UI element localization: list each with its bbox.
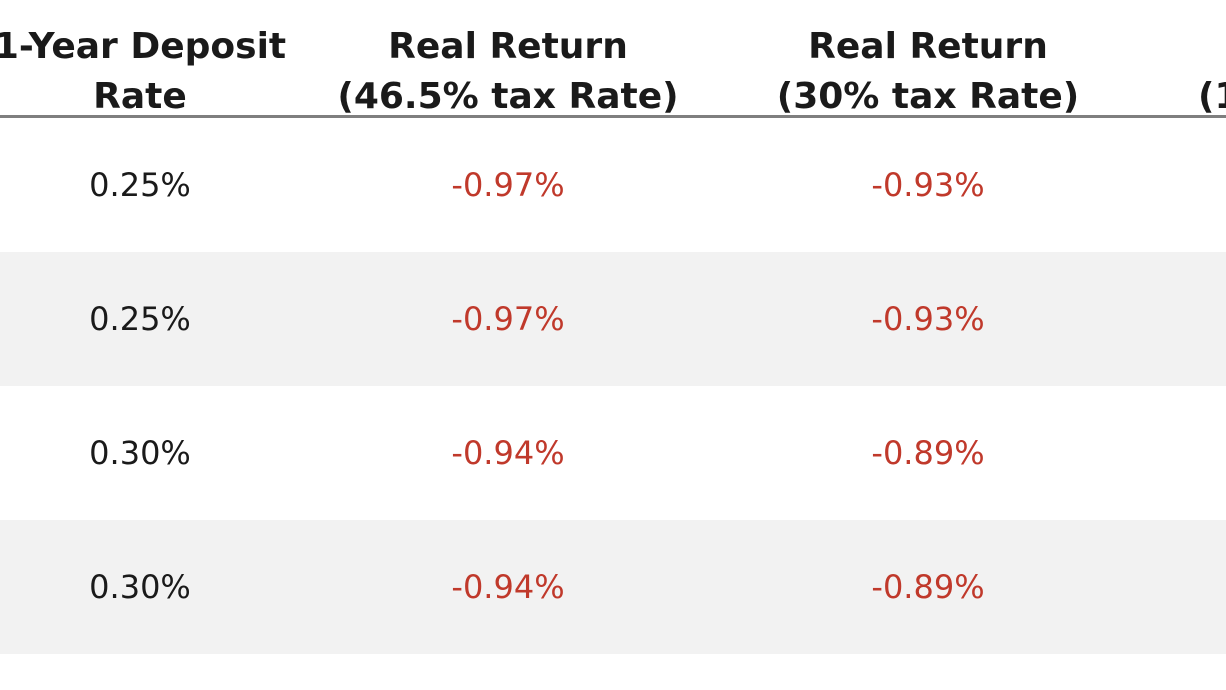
cell-deposit-rate: 0.25% <box>89 300 191 338</box>
cell-real-return-46-5: -0.97% <box>451 166 565 204</box>
cell-deposit-rate: 0.30% <box>89 434 191 472</box>
header-real-return-46-5: Real Return (46.5% tax Rate) <box>337 26 679 117</box>
table-row: 0.25% -0.97% -0.93% <box>0 252 1226 386</box>
cell-real-return-30: -0.93% <box>871 166 985 204</box>
table-header: 1-Year Deposit Rate Real Return (46.5% t… <box>0 0 1226 118</box>
cell-real-return-46-5: -0.94% <box>451 568 565 606</box>
header-real-return-30: Real Return (30% tax Rate) <box>776 26 1080 117</box>
header-cut-off: (1 <box>1198 76 1226 117</box>
cell-deposit-rate: 0.30% <box>89 568 191 606</box>
table-row: 0.25% -0.97% -0.93% <box>0 118 1226 252</box>
cell-real-return-46-5: -0.97% <box>451 300 565 338</box>
cell-deposit-rate: 0.25% <box>89 166 191 204</box>
header-deposit-rate: 1-Year Deposit Rate <box>0 26 287 117</box>
cell-real-return-30: -0.93% <box>871 300 985 338</box>
cell-real-return-30: -0.89% <box>871 568 985 606</box>
cell-real-return-46-5: -0.94% <box>451 434 565 472</box>
cell-real-return-30: -0.89% <box>871 434 985 472</box>
table-row: 0.30% -0.94% -0.89% <box>0 386 1226 520</box>
table-row: 0.30% -0.94% -0.89% <box>0 520 1226 654</box>
